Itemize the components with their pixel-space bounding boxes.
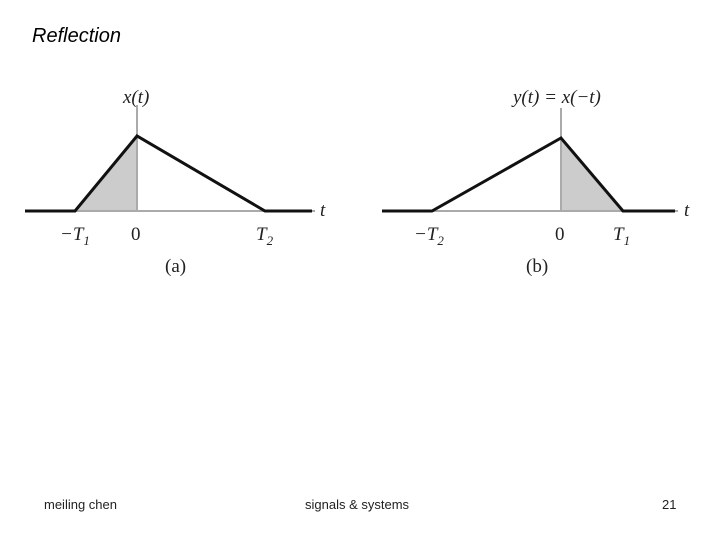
tick-text: T	[256, 224, 268, 245]
footer-course: signals & systems	[305, 497, 410, 512]
figure-b: y(t) = x(−t) t −T2 0 T1 (b)	[382, 87, 690, 277]
tick-label: −T2	[414, 224, 444, 248]
tick-label: T1	[613, 224, 630, 248]
tick-label: 0	[131, 224, 141, 245]
caption: (a)	[165, 256, 186, 277]
tick-sub: 1	[83, 233, 90, 248]
slide-title: Reflection	[32, 25, 121, 47]
page-number: 21	[662, 497, 676, 512]
signal	[25, 134, 312, 213]
tick-text: −T	[414, 224, 439, 245]
function-label: x(t)	[122, 87, 149, 108]
tick-sub: 1	[624, 233, 631, 248]
tick-sub: 2	[267, 233, 274, 248]
tick-sub: 2	[437, 233, 444, 248]
signal	[382, 136, 675, 213]
tick-text: −T	[60, 224, 85, 245]
tick-label: −T1	[60, 224, 90, 248]
caption: (b)	[526, 256, 548, 277]
tick-label: T2	[256, 224, 274, 248]
function-label: y(t) = x(−t)	[511, 87, 601, 108]
tick-text: T	[613, 224, 625, 245]
figure-a: x(t) t −T1 0 T2 (a)	[25, 87, 326, 277]
footer-author: meiling chen	[44, 497, 117, 512]
axis-label: t	[684, 200, 690, 221]
axis-label: t	[320, 200, 326, 221]
tick-label: 0	[555, 224, 565, 245]
